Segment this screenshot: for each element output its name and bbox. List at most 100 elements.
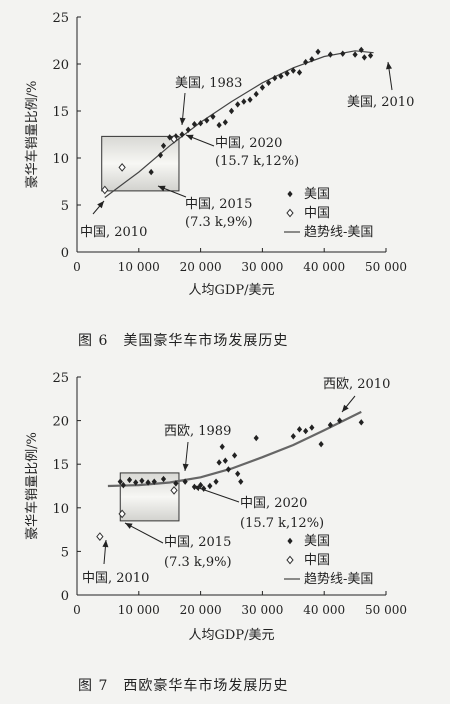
legend-label: 美国 [304,187,330,202]
data-point-filled-diamond [259,84,265,91]
data-point-filled-diamond [265,79,272,86]
data-point-filled-diamond [179,131,185,138]
annotation-arrow-line [124,522,164,544]
data-point-filled-diamond [120,481,126,489]
data-point-open-diamond [101,185,109,195]
data-point-filled-diamond [157,151,164,159]
data-point-filled-diamond [327,51,333,58]
annotation-label: 美国, 2010 [347,95,414,110]
data-point-filled-diamond [253,90,259,98]
annotation-label: 西欧, 1989 [164,424,231,439]
legend-marker-filled [287,190,293,198]
annotation-label: 中国, 2010 [82,571,149,586]
data-point-filled-diamond [340,50,346,57]
annotation-sublabel: (7.3 k,9%) [164,555,232,570]
data-point-filled-diamond [358,46,364,54]
data-point-filled-diamond [327,421,333,429]
data-point-filled-diamond [278,73,284,80]
legend-label: 中国 [304,553,330,568]
data-point-filled-diamond [272,74,278,82]
data-point-open-diamond [118,509,126,519]
y-tick-label: 20 [52,58,69,73]
x-tick-label: 20 000 [180,260,222,274]
x-axis-label: 人均GDP/美元 [189,628,275,643]
y-tick-label: 15 [52,105,69,120]
x-tick-label: 40 000 [303,603,345,617]
data-point-filled-diamond [222,457,228,464]
y-tick-label: 10 [52,152,69,167]
annotation-arrow-head [186,134,194,141]
western-europe-luxury-car-chart: 0 5 10 15 20 25 0 10 000 20 000 30 000 40 000 50 00… [24,371,407,643]
annotation-label: 西欧, 2010 [323,377,390,392]
y-tick-label: 20 [52,415,69,430]
data-point-filled-diamond [207,482,213,490]
data-point-filled-diamond [117,478,123,485]
y-tick-label: 0 [61,246,69,261]
x-tick-label: 0 [73,260,81,274]
data-point-filled-diamond [126,476,133,484]
data-point-filled-diamond [198,120,204,127]
annotation-label: 中国, 2015 [164,535,231,550]
data-point-filled-diamond [139,477,145,484]
y-axis-label: 豪华车销量比例/% [24,432,40,540]
data-point-filled-diamond [222,119,228,126]
data-point-filled-diamond [213,478,219,485]
y-tick-label: 10 [52,502,69,517]
data-point-filled-diamond [231,452,238,459]
data-point-filled-diamond [210,113,216,120]
data-point-filled-diamond [235,101,241,108]
data-point-filled-diamond [235,470,241,477]
data-point-filled-diamond [337,417,343,424]
x-axis-label: 人均GDP/美元 [189,283,275,298]
legend-label: 中国 [304,206,330,221]
data-point-filled-diamond [309,56,315,63]
data-point-open-diamond [96,532,104,541]
annotation-label: 中国, 2010 [80,225,147,240]
data-point-filled-diamond [315,48,321,55]
x-tick-label: 0 [73,603,81,617]
annotation-arrow-head [102,540,109,548]
y-tick-label: 25 [52,371,69,386]
data-point-open-diamond [170,134,178,144]
annotation-sublabel: (15.7 k,12%) [240,516,324,531]
data-point-filled-diamond [133,479,139,486]
annotation-arrow-head [158,185,166,192]
legend-marker-filled [287,537,293,545]
annotation-arrow-head [342,404,349,412]
annotation-arrow-line [192,485,240,503]
data-point-filled-diamond [198,481,204,489]
data-point-filled-diamond [361,54,367,61]
data-point-filled-diamond [309,424,315,431]
annotation-label: 中国, 2020 [240,496,307,511]
data-point-filled-diamond [216,459,222,466]
x-tick-label: 40 000 [303,260,345,274]
data-point-open-diamond [170,485,178,495]
x-tick-label: 30 000 [241,603,283,617]
data-point-filled-diamond [225,466,232,473]
figure-6-caption: 图 6 美国豪华车市场发展历史 [78,333,289,349]
us-luxury-car-chart: 0 5 10 15 20 25 0 10 000 20 000 30 000 40 000 50 00… [24,11,414,298]
figure-7-caption: 图 7 西欧豪华车市场发展历史 [78,678,289,694]
legend-label: 趋势线-美国 [304,571,373,587]
y-axis-label: 豪华车销量比例/% [24,81,40,189]
data-point-filled-diamond [367,52,374,59]
data-point-filled-diamond [303,58,309,66]
data-point-filled-diamond [145,479,151,486]
data-point-filled-diamond [253,434,259,442]
y-tick-label: 5 [61,545,69,560]
annotation-sublabel: (15.7 k,12%) [215,154,299,169]
legend-label: 美国 [304,534,330,549]
data-point-filled-diamond [160,142,167,149]
data-point-open-diamond [118,163,126,172]
legend-label: 趋势线-美国 [304,224,373,240]
annotation-sublabel: (7.3 k,9%) [185,215,253,230]
data-point-filled-diamond [296,426,303,433]
highlight-box [101,135,180,192]
data-point-filled-diamond [290,433,296,440]
x-tick-label: 30 000 [241,260,283,274]
y-tick-label: 0 [61,589,69,604]
y-tick-label: 5 [61,199,69,214]
data-point-filled-diamond [191,120,198,128]
data-point-filled-diamond [290,67,296,74]
data-point-filled-diamond [247,96,253,103]
